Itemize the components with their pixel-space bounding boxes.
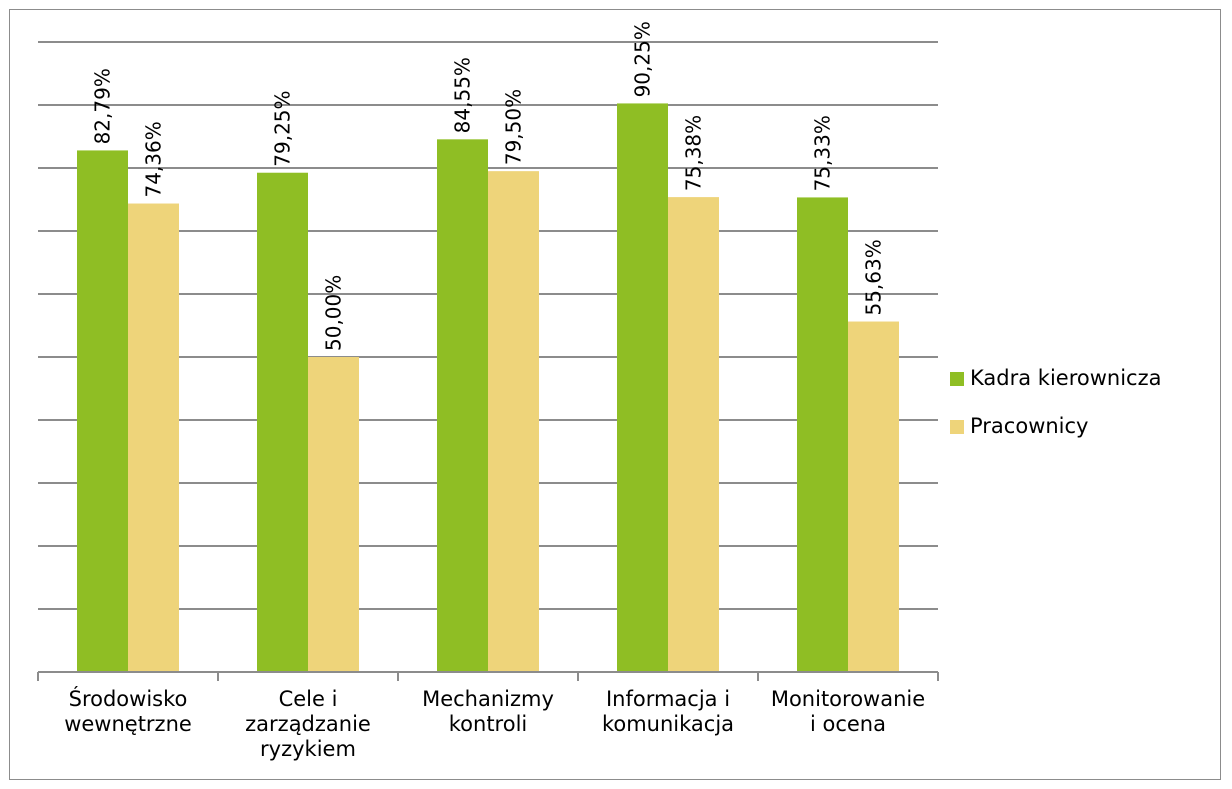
bar (848, 321, 899, 672)
legend: Kadra kierownicza Pracownicy (950, 366, 1161, 438)
bar (797, 197, 848, 672)
data-label: 75,38% (682, 115, 706, 191)
bar (308, 357, 359, 672)
data-label: 74,36% (142, 121, 166, 197)
data-label: 82,79% (91, 68, 115, 144)
bar (77, 150, 128, 673)
data-label: 84,55% (451, 57, 475, 133)
data-label: 79,50% (502, 89, 526, 165)
category-labels: Środowisko wewnętrzne Cele i zarządzanie ryz… (64, 686, 925, 761)
bar (668, 197, 719, 672)
bar (617, 103, 668, 673)
category-label: Cele i zarządzanie ryzykiem (245, 687, 371, 761)
legend-label: Pracownicy (970, 414, 1088, 438)
data-label: 50,00% (322, 275, 346, 351)
data-label: 90,25% (631, 21, 655, 97)
bar (488, 171, 539, 672)
x-axis (37, 671, 939, 681)
data-label: 55,63% (862, 239, 886, 315)
legend-swatch (950, 420, 964, 434)
category-label: Monitorowanie i ocena (771, 687, 925, 736)
data-label: 79,25% (271, 90, 295, 166)
chart-frame (9, 9, 1221, 780)
bar (257, 172, 308, 672)
bars (77, 103, 899, 673)
legend-swatch (950, 372, 964, 386)
data-label: 75,33% (811, 115, 835, 191)
category-label: Informacja i komunikacja (602, 687, 734, 736)
gridlines (38, 41, 938, 610)
legend-label: Kadra kierownicza (970, 366, 1161, 390)
bar (128, 203, 179, 673)
data-labels: 82,79% 79,25% 84,55% 90,25% 75,33% 74,36% 50,0… (91, 21, 886, 351)
bar (437, 139, 488, 672)
category-label: Mechanizmy kontroli (422, 687, 554, 736)
category-label: Środowisko wewnętrzne (64, 686, 192, 736)
